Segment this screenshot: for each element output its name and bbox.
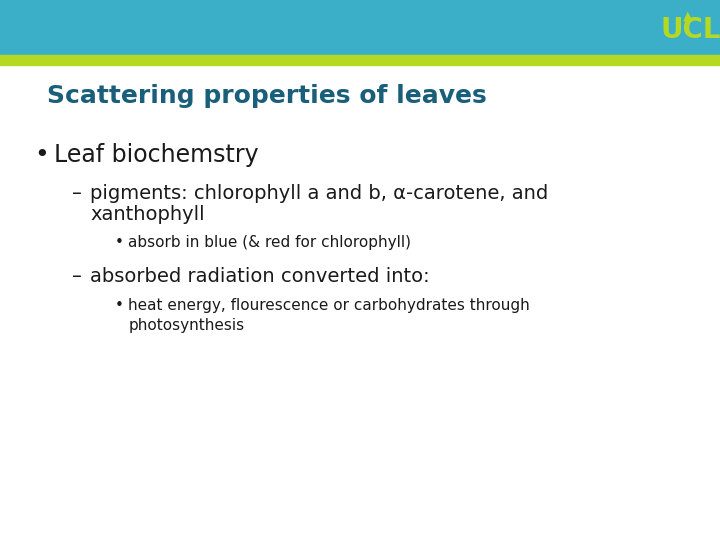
Text: –: – <box>72 267 82 286</box>
Text: absorbed radiation converted into:: absorbed radiation converted into: <box>90 267 430 286</box>
Text: –: – <box>72 184 82 202</box>
Text: •: • <box>35 143 49 167</box>
Text: UCL: UCL <box>661 16 720 44</box>
Text: photosynthesis: photosynthesis <box>128 318 244 333</box>
Text: •: • <box>115 298 124 313</box>
Text: ▲: ▲ <box>683 9 693 22</box>
Text: Scattering properties of leaves: Scattering properties of leaves <box>47 84 487 107</box>
Text: pigments: chlorophyll a and b, α-carotene, and: pigments: chlorophyll a and b, α-caroten… <box>90 184 548 202</box>
Text: heat energy, flourescence or carbohydrates through: heat energy, flourescence or carbohydrat… <box>128 298 530 313</box>
Text: Leaf biochemstry: Leaf biochemstry <box>54 143 258 167</box>
Text: absorb in blue (& red for chlorophyll): absorb in blue (& red for chlorophyll) <box>128 235 411 250</box>
Text: •: • <box>115 235 124 250</box>
Text: xanthophyll: xanthophyll <box>90 205 204 224</box>
